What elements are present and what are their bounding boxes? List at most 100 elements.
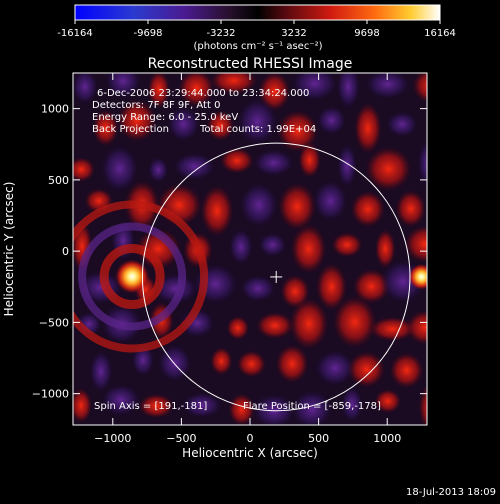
red-fringe-blob [365, 146, 412, 191]
purple-fringe-blob [181, 391, 223, 419]
red-fringe-blob [73, 157, 95, 182]
red-fringe-blob [275, 344, 309, 383]
purple-fringe-blob [73, 73, 99, 105]
purple-fringe-blob [251, 393, 297, 425]
detectors-text: Detectors: 7F 8F 9F, Att 0 [92, 100, 220, 111]
red-fringe-blob [412, 73, 427, 103]
red-fringe-blob [220, 147, 254, 174]
purple-fringe-blob [257, 232, 288, 258]
red-fringe-blob [73, 387, 92, 424]
method-text: Back Projection [92, 124, 169, 135]
purple-fringe-blob [316, 105, 347, 136]
red-fringe-blob [236, 350, 267, 378]
purple-fringe-blob [172, 152, 217, 181]
purple-fringe-blob [290, 389, 333, 425]
purple-fringe-blob [147, 156, 169, 184]
x-tick-label: 1000 [373, 432, 401, 445]
purple-fringe-blob [312, 179, 349, 223]
red-fringe-blob [147, 73, 170, 109]
y-tick-label: −500 [39, 316, 69, 329]
main-source [115, 259, 150, 294]
x-tick-label: −1000 [94, 432, 131, 445]
red-fringe-blob [278, 182, 317, 231]
y-axis-label: Heliocentric Y (arcsec) [2, 182, 16, 317]
x-tick-label: 500 [308, 432, 329, 445]
purple-fringe-blob [336, 143, 358, 189]
y-tick-label: 500 [48, 174, 69, 187]
x-axis-label: Heliocentric X (arcsec) [182, 446, 318, 460]
red-fringe-blob [138, 393, 174, 419]
red-fringe-blob [200, 185, 234, 237]
flare-position-text: Flare Position = [-859,-178] [243, 401, 381, 412]
red-fringe-blob [331, 232, 363, 258]
colorbar-tick-label: -16164 [57, 28, 92, 39]
purple-fringe-blob [314, 349, 356, 387]
red-fringe-blob [429, 347, 455, 391]
purple-fringe-blob [100, 383, 141, 417]
red-fringe-blob [206, 110, 235, 141]
source-ring [73, 200, 209, 353]
red-fringe-blob [92, 109, 119, 147]
colorbar-label: (photons cm⁻² s⁻¹ asec⁻²) [193, 41, 322, 52]
time-range: 6-Dec-2006 23:29:44.000 to 23:34:24.000 [97, 88, 309, 99]
purple-fringe-blob [385, 111, 419, 138]
purple-fringe-blob [290, 73, 339, 102]
red-fringe-blob [210, 73, 258, 95]
y-axis-ticks: −1000 −500 0 500 1000 [32, 103, 427, 401]
purple-fringe-blob [104, 73, 142, 99]
purple-fringe-blob [100, 144, 139, 193]
red-fringe-blob [354, 102, 382, 154]
purple-fringe-blob [88, 349, 113, 393]
colorbar-tick-label: -3232 [206, 28, 235, 39]
red-fringe-blob [347, 351, 386, 388]
energy-range-text: Energy Range: 6.0 - 25.0 keV [92, 112, 238, 123]
y-tick-label: 1000 [41, 103, 69, 116]
purple-fringe-blob [228, 228, 254, 266]
chart-title: Reconstructed RHESSI Image [148, 56, 353, 72]
purple-fringe-blob [239, 181, 279, 229]
source-ring [99, 244, 165, 310]
red-fringe-blob [316, 263, 348, 311]
purple-fringe-blob [236, 97, 279, 146]
red-fringe-blob [350, 190, 385, 228]
red-fringe-blob [404, 225, 427, 264]
red-fringe-blob [289, 298, 329, 350]
colorbar-tick-label: 16164 [424, 28, 456, 39]
purple-fringe-blob [252, 148, 295, 177]
purple-fringe-blob [364, 73, 411, 100]
purple-fringe-blob [336, 73, 361, 110]
colorbar [74, 4, 441, 21]
footer-timestamp: 18-Jul-2013 18:09 [406, 487, 496, 498]
red-fringe-blob [374, 389, 402, 414]
colorbar-tick-label: -9698 [133, 28, 162, 39]
edge-source [408, 263, 427, 290]
red-fringe-blob [277, 110, 319, 153]
x-axis-ticks: −1000 −500 0 500 1000 [94, 73, 401, 445]
solar-limb [141, 142, 411, 412]
spin-axis-marker [270, 270, 283, 283]
purple-fringe-blob [417, 139, 427, 188]
red-fringe-blob [226, 315, 250, 340]
red-fringe-blob [290, 224, 327, 274]
red-fringe-blob [256, 312, 294, 339]
purple-fringe-blob [239, 274, 277, 303]
red-fringe-blob [178, 73, 215, 107]
red-fringe-blob [374, 229, 396, 269]
x-tick-label: −500 [166, 432, 196, 445]
y-tick-label: 0 [62, 245, 69, 258]
total-counts-text: Total counts: 1.99E+04 [199, 124, 316, 135]
colorbar-ticks: -16164 -9698 -3232 3232 9698 16164 [57, 20, 456, 39]
y-tick-label: −1000 [32, 388, 69, 401]
spin-axis-text: Spin Axis = [191,-181] [94, 401, 207, 412]
red-fringe-blob [332, 296, 377, 348]
source-ring [78, 222, 187, 331]
purple-fringe-blob [430, 194, 469, 223]
red-fringe-blob [298, 142, 321, 178]
purple-fringe-blob [340, 385, 364, 423]
red-fringe-blob [432, 107, 468, 144]
colorbar-tick-label: 3232 [281, 28, 306, 39]
colorbar-tick-label: 9698 [354, 28, 379, 39]
purple-fringe-blob [166, 105, 201, 143]
red-fringe-blob [369, 316, 416, 342]
